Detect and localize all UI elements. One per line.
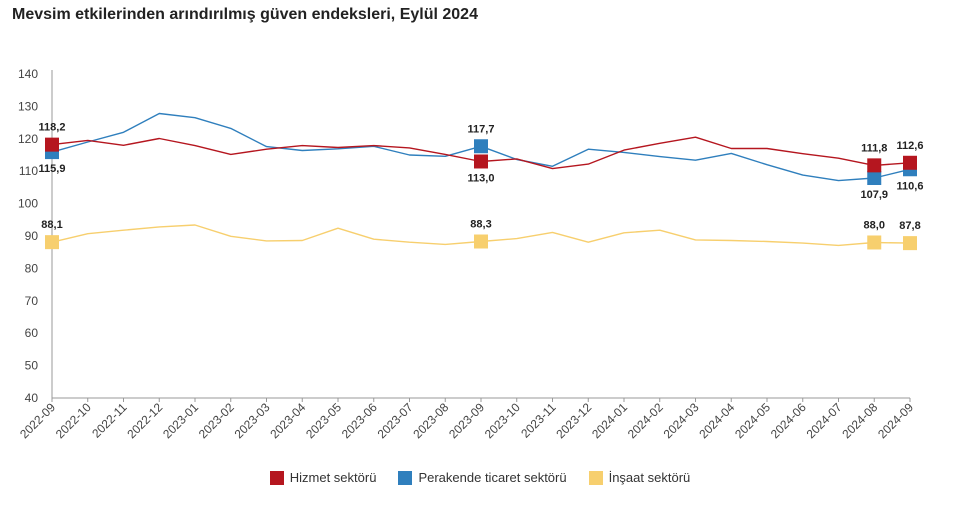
x-tick-label: 2023-11 [518,400,559,441]
x-tick-label: 2023-06 [339,400,380,441]
y-tick-label: 70 [25,294,39,308]
x-tick-label: 2022-10 [53,400,94,441]
data-marker-insaat [474,234,488,249]
legend-label-insaat: İnşaat sektörü [608,470,691,485]
x-tick-label: 2024-03 [661,400,702,441]
x-tick-label: 2023-09 [446,400,487,441]
x-tick-label: 2022-09 [17,400,58,441]
x-tick-label: 2023-12 [553,400,594,441]
x-tick-label: 2024-01 [589,400,630,441]
x-tick-label: 2022-12 [124,400,165,441]
legend-label-hizmet: Hizmet sektörü [289,470,377,485]
x-tick-label: 2023-01 [160,400,201,441]
data-marker-hizmet [903,155,917,170]
data-label-hizmet: 118,2 [39,122,66,134]
data-label-insaat: 88,0 [864,219,885,231]
x-tick-label: 2022-11 [89,400,130,441]
x-tick-label: 2024-08 [839,400,880,441]
data-marker-hizmet [474,154,488,169]
data-label-perakende: 107,9 [860,189,888,201]
x-tick-label: 2024-04 [696,400,737,441]
data-label-hizmet: 112,6 [897,140,924,152]
x-tick-label: 2023-03 [232,400,273,441]
data-marker-insaat [903,236,917,251]
y-tick-label: 120 [18,132,38,146]
y-tick-label: 90 [25,229,39,243]
x-tick-label: 2023-05 [303,400,344,441]
line-chart: 4050607080901001101201301402022-092022-1… [17,67,924,441]
legend-item-insaat[interactable]: İnşaat sektörü [588,470,691,485]
y-tick-label: 110 [19,164,38,178]
data-label-hizmet: 113,0 [468,172,495,184]
data-marker-insaat [867,235,882,250]
data-marker-perakende [867,171,882,186]
legend-swatch-perakende [398,470,413,485]
data-marker-hizmet [867,158,882,173]
chart-title: Mevsim etkilerinden arındırılmış güven e… [12,6,478,23]
legend-item-hizmet[interactable]: Hizmet sektörü [269,470,377,485]
data-label-perakende: 117,7 [468,123,495,135]
y-tick-label: 130 [18,99,38,113]
x-tick-label: 2024-05 [732,400,773,441]
y-tick-label: 50 [25,359,39,373]
x-tick-label: 2023-02 [196,400,237,441]
y-tick-label: 140 [18,67,38,81]
chart-legend: Hizmet sektörü Perakende ticaret sektörü… [0,470,960,485]
data-label-insaat: 88,3 [470,219,491,231]
y-tick-label: 60 [25,326,39,340]
x-tick-label: 2023-04 [267,400,308,441]
data-marker-insaat [45,235,59,250]
x-tick-label: 2024-07 [804,400,845,441]
data-marker-hizmet [45,137,59,152]
data-marker-perakende [474,139,488,154]
x-tick-label: 2023-08 [410,400,451,441]
data-label-insaat: 88,1 [41,219,62,231]
data-label-perakende: 110,6 [897,180,924,192]
legend-swatch-insaat [588,470,603,485]
x-tick-label: 2023-10 [482,400,523,441]
data-label-hizmet: 111,8 [861,142,887,154]
legend-item-perakende[interactable]: Perakende ticaret sektörü [398,470,567,485]
y-tick-label: 80 [25,261,39,275]
data-label-perakende: 115,9 [39,163,66,175]
legend-label-perakende: Perakende ticaret sektörü [418,470,567,485]
x-tick-label: 2024-09 [875,400,916,441]
x-tick-label: 2024-02 [625,400,666,441]
y-tick-label: 100 [18,197,38,211]
legend-swatch-hizmet [269,470,284,485]
y-tick-label: 40 [25,391,39,405]
x-tick-label: 2024-06 [768,400,809,441]
x-tick-label: 2023-07 [375,400,416,441]
data-label-insaat: 87,8 [899,220,920,232]
